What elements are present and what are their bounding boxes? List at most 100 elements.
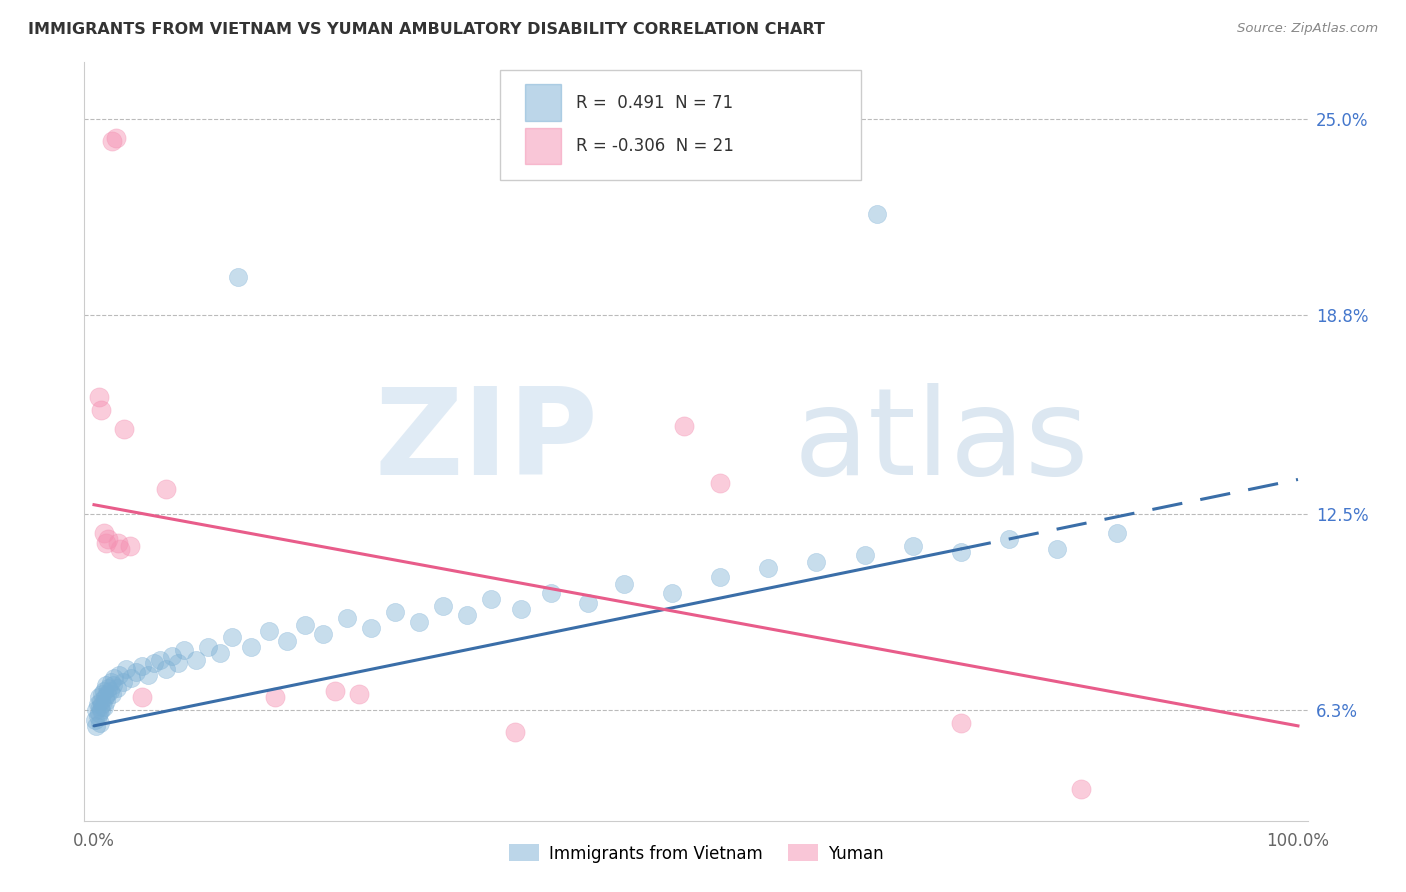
Yuman: [672, 418, 695, 433]
Immigrants from Vietnam: [312, 627, 335, 641]
Yuman: [93, 526, 115, 541]
Immigrants from Vietnam: [98, 684, 121, 698]
Legend: Immigrants from Vietnam, Yuman: Immigrants from Vietnam, Yuman: [502, 838, 890, 869]
Immigrants from Vietnam: [143, 656, 166, 670]
Yuman: [110, 541, 132, 556]
Immigrants from Vietnam: [120, 672, 142, 686]
Immigrants from Vietnam: [276, 633, 298, 648]
Immigrants from Vietnam: [86, 697, 108, 711]
Immigrants from Vietnam: [408, 615, 430, 629]
Immigrants from Vietnam: [756, 561, 779, 575]
Immigrants from Vietnam: [853, 548, 876, 563]
Immigrants from Vietnam: [94, 693, 117, 707]
Immigrants from Vietnam: [103, 678, 125, 692]
Immigrants from Vietnam: [125, 665, 148, 680]
Immigrants from Vietnam: [86, 719, 108, 733]
Immigrants from Vietnam: [479, 592, 502, 607]
Immigrants from Vietnam: [239, 640, 262, 654]
Immigrants from Vietnam: [103, 672, 125, 686]
Yuman: [1070, 782, 1092, 797]
Immigrants from Vietnam: [221, 631, 243, 645]
Yuman: [87, 390, 110, 404]
Immigrants from Vietnam: [149, 652, 172, 666]
Text: ZIP: ZIP: [374, 383, 598, 500]
Immigrants from Vietnam: [93, 699, 115, 714]
Text: R =  0.491  N = 71: R = 0.491 N = 71: [576, 94, 733, 112]
Immigrants from Vietnam: [661, 586, 683, 600]
Immigrants from Vietnam: [90, 703, 112, 717]
Immigrants from Vietnam: [136, 668, 159, 682]
Immigrants from Vietnam: [360, 621, 382, 635]
Immigrants from Vietnam: [197, 640, 219, 654]
Yuman: [347, 687, 370, 701]
Yuman: [112, 422, 135, 436]
Yuman: [120, 539, 142, 553]
Immigrants from Vietnam: [86, 703, 108, 717]
Immigrants from Vietnam: [1107, 526, 1129, 541]
Immigrants from Vietnam: [89, 699, 111, 714]
Text: atlas: atlas: [794, 383, 1090, 500]
Immigrants from Vietnam: [162, 649, 184, 664]
Immigrants from Vietnam: [456, 608, 478, 623]
Immigrants from Vietnam: [949, 545, 972, 559]
Immigrants from Vietnam: [613, 576, 636, 591]
Immigrants from Vietnam: [100, 674, 122, 689]
Yuman: [131, 690, 153, 705]
Yuman: [155, 482, 177, 496]
Immigrants from Vietnam: [84, 713, 107, 727]
Immigrants from Vietnam: [86, 709, 108, 723]
Immigrants from Vietnam: [94, 690, 117, 705]
Immigrants from Vietnam: [111, 674, 134, 689]
Yuman: [94, 535, 117, 549]
FancyBboxPatch shape: [524, 85, 561, 120]
FancyBboxPatch shape: [524, 128, 561, 164]
Immigrants from Vietnam: [432, 599, 454, 613]
Immigrants from Vietnam: [806, 555, 828, 569]
Immigrants from Vietnam: [336, 611, 359, 625]
Yuman: [949, 715, 972, 730]
Yuman: [505, 725, 527, 739]
Immigrants from Vietnam: [510, 602, 533, 616]
Immigrants from Vietnam: [93, 684, 115, 698]
Immigrants from Vietnam: [540, 586, 562, 600]
Immigrants from Vietnam: [901, 539, 924, 553]
Yuman: [97, 533, 120, 547]
Immigrants from Vietnam: [709, 570, 731, 584]
Immigrants from Vietnam: [115, 662, 138, 676]
Immigrants from Vietnam: [1046, 541, 1069, 556]
Yuman: [90, 403, 112, 417]
Yuman: [104, 131, 127, 145]
Immigrants from Vietnam: [87, 706, 110, 721]
Immigrants from Vietnam: [105, 681, 128, 695]
Immigrants from Vietnam: [96, 687, 118, 701]
Immigrants from Vietnam: [87, 690, 110, 705]
Immigrants from Vietnam: [865, 207, 887, 221]
Immigrants from Vietnam: [91, 687, 114, 701]
Immigrants from Vietnam: [384, 605, 406, 619]
Immigrants from Vietnam: [998, 533, 1021, 547]
Immigrants from Vietnam: [209, 646, 232, 660]
Immigrants from Vietnam: [228, 270, 250, 285]
Immigrants from Vietnam: [294, 617, 316, 632]
Immigrants from Vietnam: [94, 678, 117, 692]
Immigrants from Vietnam: [257, 624, 280, 639]
Yuman: [709, 475, 731, 490]
Text: IMMIGRANTS FROM VIETNAM VS YUMAN AMBULATORY DISABILITY CORRELATION CHART: IMMIGRANTS FROM VIETNAM VS YUMAN AMBULAT…: [28, 22, 825, 37]
Yuman: [323, 684, 346, 698]
Immigrants from Vietnam: [108, 668, 131, 682]
FancyBboxPatch shape: [501, 70, 860, 180]
Immigrants from Vietnam: [186, 652, 208, 666]
Immigrants from Vietnam: [97, 681, 120, 695]
Text: R = -0.306  N = 21: R = -0.306 N = 21: [576, 136, 734, 155]
Yuman: [263, 690, 285, 705]
Immigrants from Vietnam: [89, 715, 111, 730]
Immigrants from Vietnam: [101, 687, 124, 701]
Immigrants from Vietnam: [131, 658, 153, 673]
Yuman: [101, 135, 124, 149]
Immigrants from Vietnam: [576, 596, 599, 610]
Immigrants from Vietnam: [90, 693, 112, 707]
Yuman: [107, 535, 129, 549]
Immigrants from Vietnam: [91, 697, 114, 711]
Immigrants from Vietnam: [155, 662, 177, 676]
Immigrants from Vietnam: [167, 656, 190, 670]
